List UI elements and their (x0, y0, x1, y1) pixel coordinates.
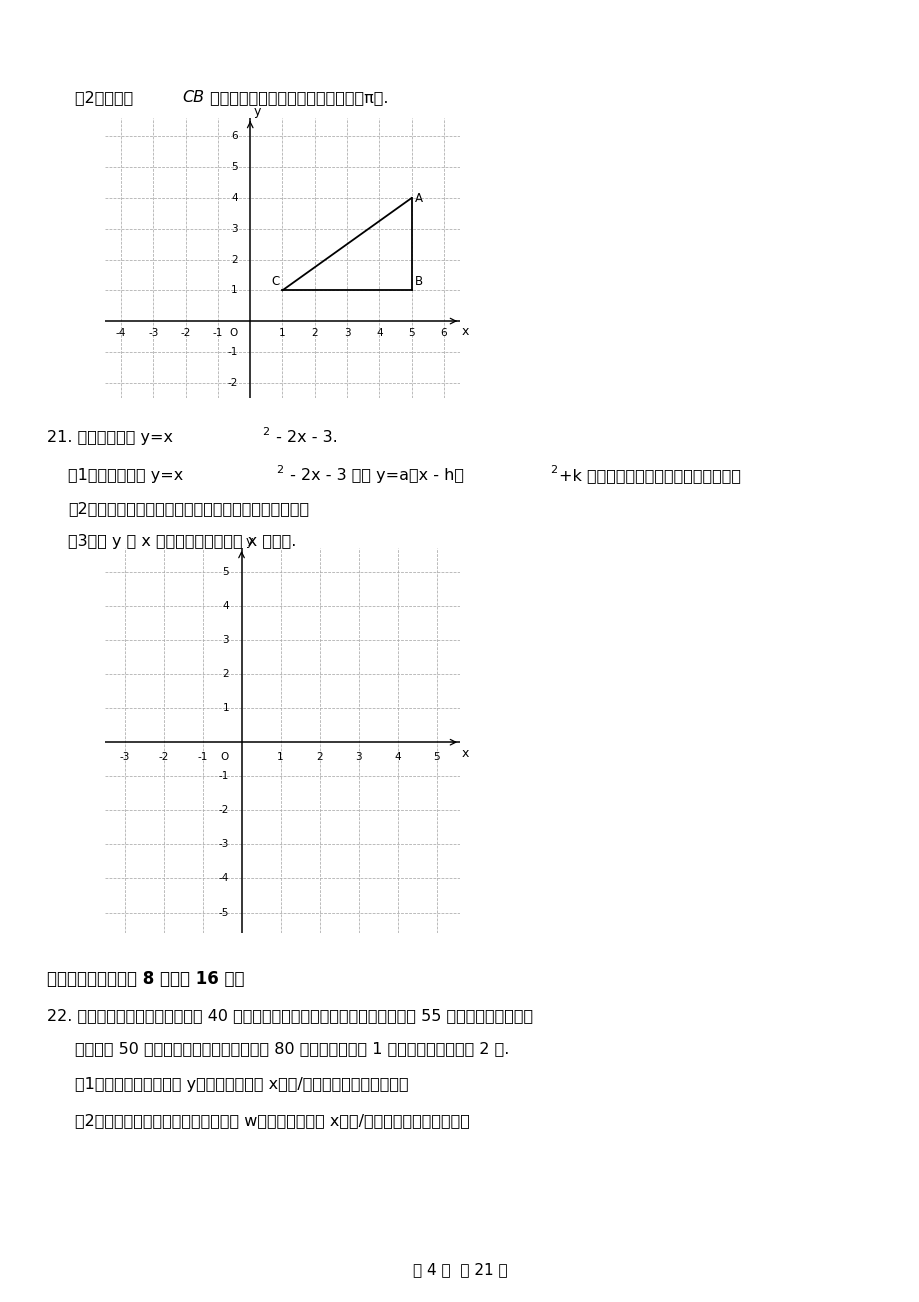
Text: -4: -4 (219, 874, 229, 884)
Text: -5: -5 (219, 907, 229, 918)
Text: 1: 1 (277, 751, 284, 762)
Text: y: y (254, 105, 261, 118)
Text: 第 4 页  共 21 页: 第 4 页 共 21 页 (413, 1262, 506, 1277)
Text: -2: -2 (180, 328, 190, 339)
Text: 3: 3 (231, 224, 237, 234)
Text: C: C (271, 275, 279, 288)
Text: 2: 2 (550, 465, 557, 475)
Text: 3: 3 (344, 328, 350, 339)
Text: 若每箱以 50 元的价格出售，平均每天销售 80 箱，价格每提高 1 元，平均每天少销售 2 箱.: 若每箱以 50 元的价格出售，平均每天销售 80 箱，价格每提高 1 元，平均每… (75, 1042, 509, 1056)
Text: - 2x - 3.: - 2x - 3. (271, 430, 337, 445)
Text: -4: -4 (116, 328, 126, 339)
Text: 2: 2 (276, 465, 283, 475)
Text: -2: -2 (227, 378, 237, 388)
Text: B: B (414, 276, 423, 289)
Text: 1: 1 (222, 703, 229, 713)
Text: -1: -1 (197, 751, 208, 762)
Text: 5: 5 (433, 751, 439, 762)
Text: -1: -1 (219, 771, 229, 781)
Text: -3: -3 (219, 840, 229, 849)
Text: x: x (461, 747, 469, 760)
Text: 5: 5 (408, 328, 414, 339)
Text: 在旋转过程中扫过的面积（结果保留π）.: 在旋转过程中扫过的面积（结果保留π）. (205, 90, 388, 105)
Text: 2: 2 (312, 328, 318, 339)
Text: 五、解答题（每小题 8 分，共 16 分）: 五、解答题（每小题 8 分，共 16 分） (47, 970, 244, 988)
Text: -1: -1 (212, 328, 223, 339)
Text: +k 的形式，并写出对称轴和顶点坐标；: +k 的形式，并写出对称轴和顶点坐标； (559, 467, 740, 483)
Text: （1）求平均每天销售量 y（箱）与销售价 x（元/箱）之间的函数关系式；: （1）求平均每天销售量 y（箱）与销售价 x（元/箱）之间的函数关系式； (75, 1077, 408, 1092)
Text: 2: 2 (316, 751, 323, 762)
Text: CB: CB (182, 90, 204, 105)
Text: 6: 6 (440, 328, 447, 339)
Text: -3: -3 (119, 751, 130, 762)
Text: 4: 4 (376, 328, 382, 339)
Text: 3: 3 (355, 751, 361, 762)
Text: 1: 1 (278, 328, 286, 339)
Text: 3: 3 (222, 635, 229, 644)
Text: O: O (230, 328, 237, 339)
Text: （3）当 y 随 x 的增大而减小时，求 x 的范围.: （3）当 y 随 x 的增大而减小时，求 x 的范围. (68, 534, 296, 549)
Text: 2: 2 (222, 669, 229, 680)
Text: 6: 6 (231, 132, 237, 142)
Text: x: x (461, 324, 469, 337)
Text: 2: 2 (262, 427, 269, 437)
Text: 5: 5 (231, 163, 237, 172)
Text: 4: 4 (394, 751, 401, 762)
Text: （1）用配方法将 y=x: （1）用配方法将 y=x (68, 467, 183, 483)
Text: 4: 4 (231, 193, 237, 203)
Text: 1: 1 (231, 285, 237, 296)
Text: - 2x - 3 化成 y=a（x - h）: - 2x - 3 化成 y=a（x - h） (285, 467, 463, 483)
Text: A: A (414, 191, 423, 204)
Text: -2: -2 (219, 806, 229, 815)
Text: 22. 某水果批发商销售每箱进价为 40 元的苹果，物价部门规定每箱售价不得高于 55 元，市场调查发现：: 22. 某水果批发商销售每箱进价为 40 元的苹果，物价部门规定每箱售价不得高于… (47, 1008, 532, 1023)
Text: O: O (221, 751, 229, 762)
Text: -3: -3 (148, 328, 158, 339)
Text: 4: 4 (222, 602, 229, 611)
Text: （2）在平面直角坐标系中，画出这个二次函数的简图；: （2）在平面直角坐标系中，画出这个二次函数的简图； (68, 501, 309, 516)
Text: （2）求该批发商平均每天的销售利润 w（元）与销售价 x（元/箱）之间的函数关系式；: （2）求该批发商平均每天的销售利润 w（元）与销售价 x（元/箱）之间的函数关系… (75, 1113, 470, 1128)
Text: 2: 2 (231, 254, 237, 264)
Text: （2）求线段: （2）求线段 (75, 90, 138, 105)
Text: -2: -2 (158, 751, 168, 762)
Text: y: y (245, 535, 253, 548)
Text: 21. 已知二次函数 y=x: 21. 已知二次函数 y=x (47, 430, 173, 445)
Text: 5: 5 (222, 566, 229, 577)
Text: -1: -1 (227, 346, 237, 357)
